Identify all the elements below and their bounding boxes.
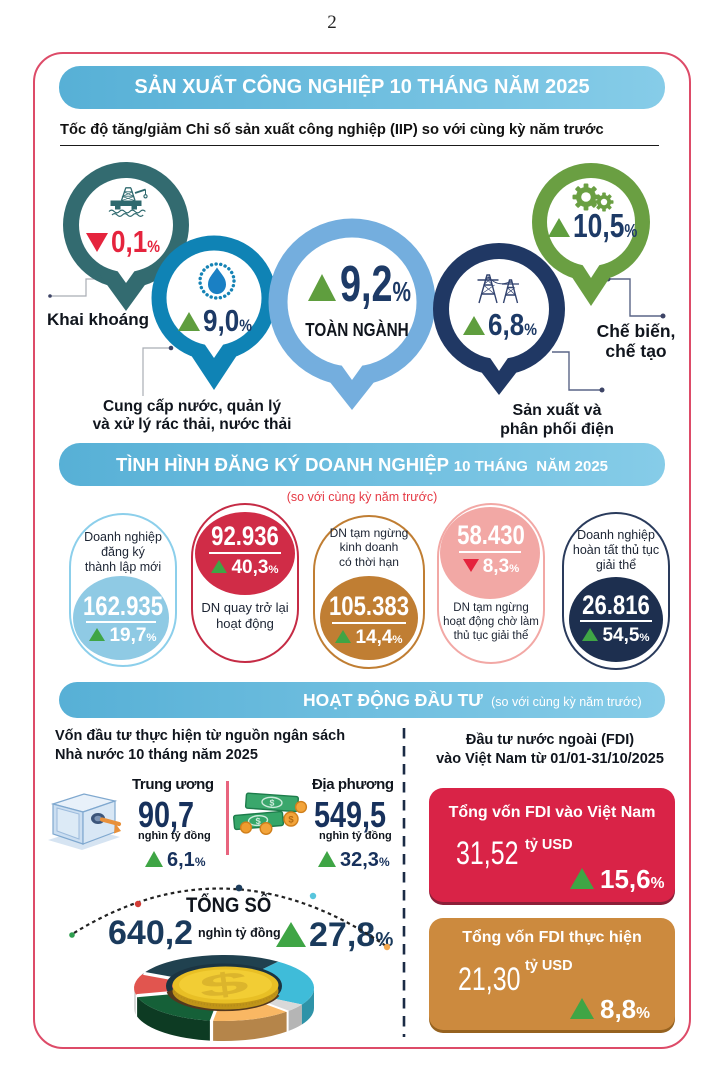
- svg-text:$: $: [269, 798, 275, 808]
- svg-text:$: $: [255, 816, 261, 826]
- svg-text:$: $: [288, 815, 294, 826]
- svg-text:$: $: [197, 964, 251, 1005]
